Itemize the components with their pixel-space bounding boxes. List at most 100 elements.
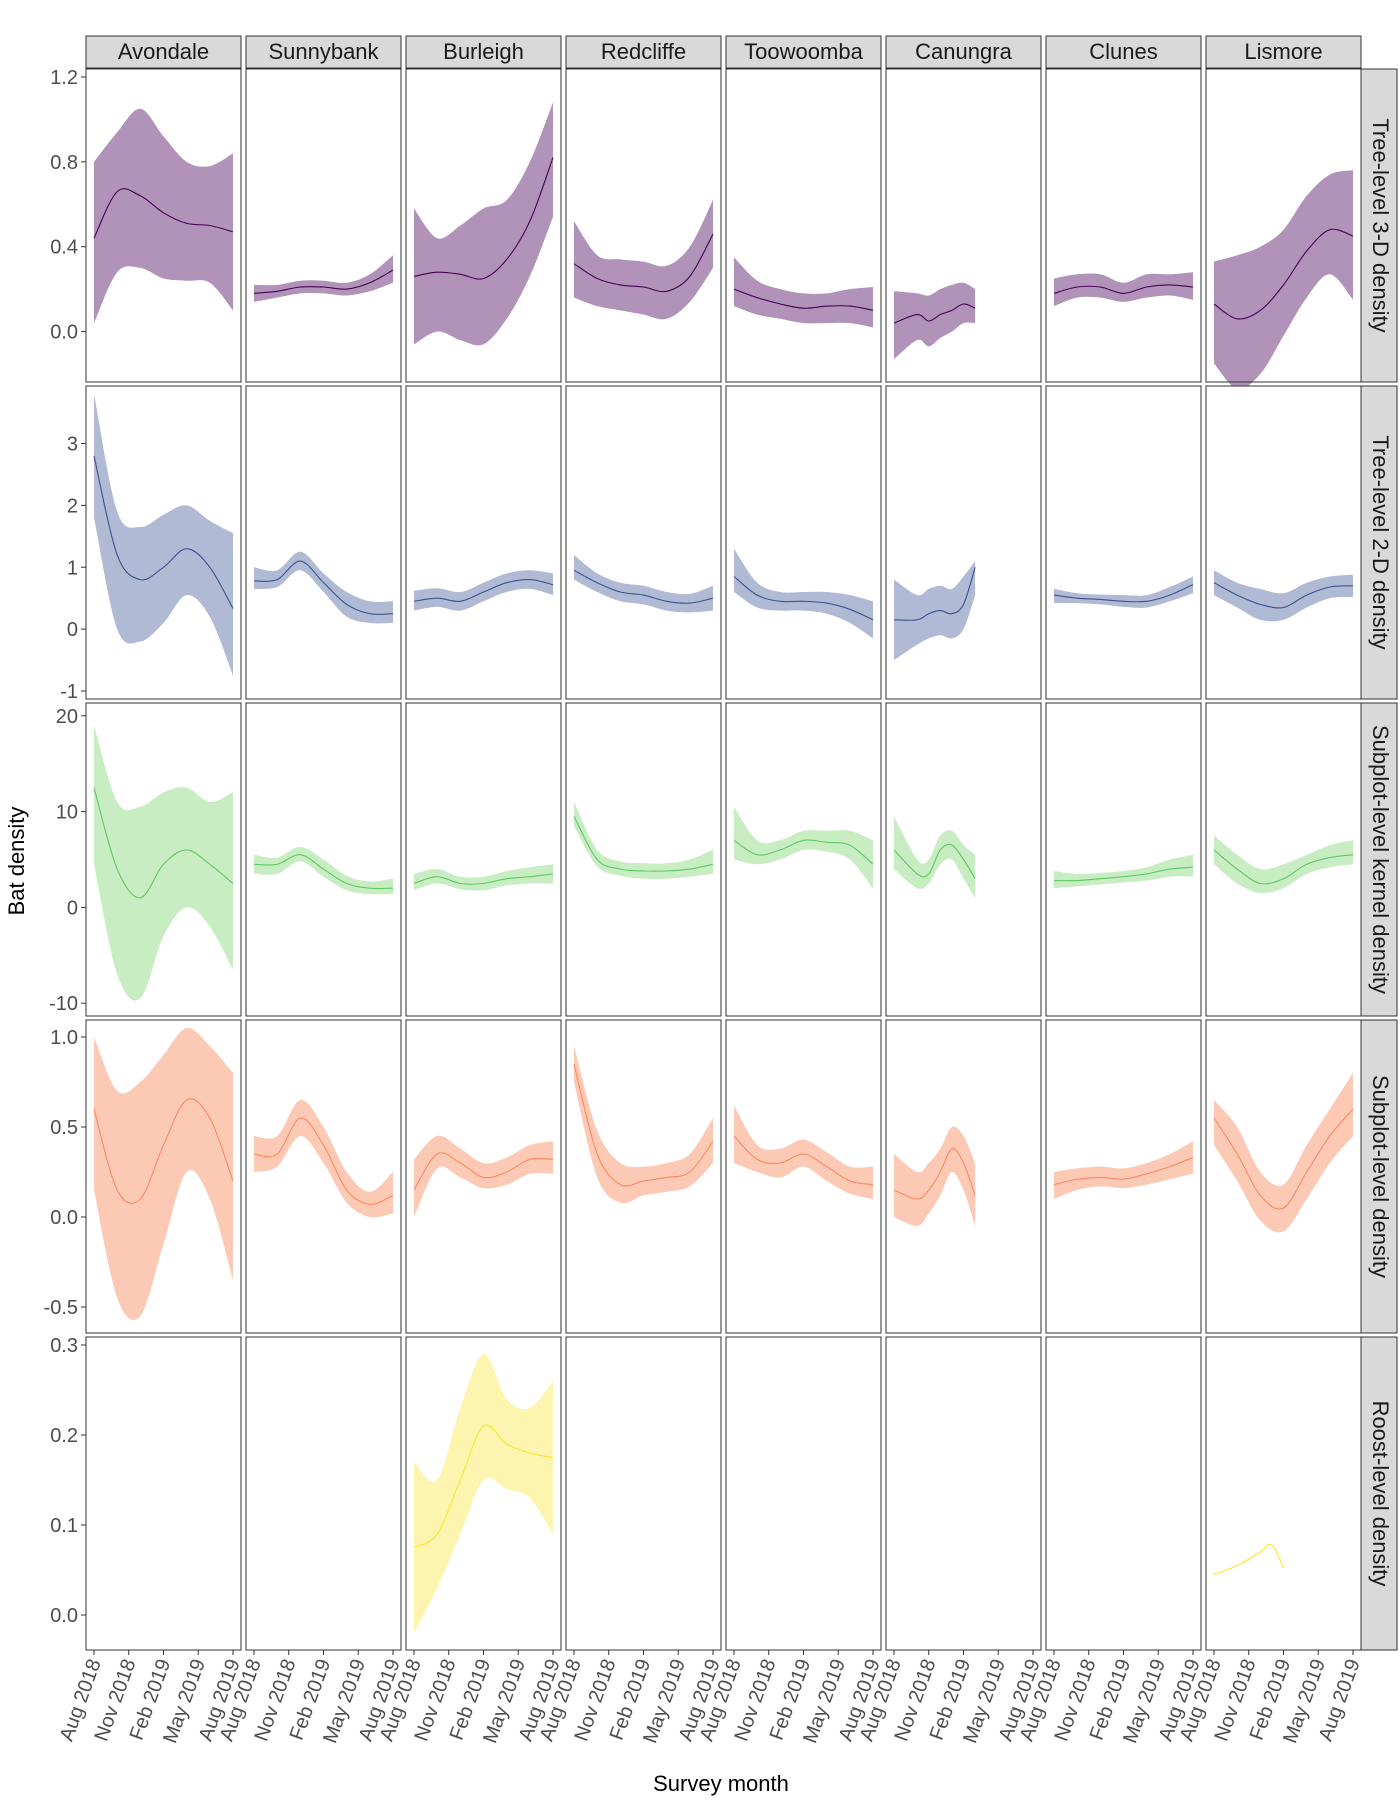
confidence-band [734,257,873,328]
panel-toowoomba-2 [733,806,874,889]
panel-border [405,385,562,700]
panel-lismore-0 [1213,170,1354,390]
facet-strip-4 [725,35,882,69]
y-tick-label: 3 [67,434,78,456]
panel-border [1045,1019,1202,1334]
panel-redcliffe-3 [573,1046,714,1204]
x-axis-title: Survey month [653,1771,789,1796]
panel-canungra-0 [893,282,976,360]
confidence-band [734,548,873,639]
confidence-band [894,282,976,360]
panel-bg [1046,386,1201,699]
panel-border [565,68,722,383]
panel-border [245,702,402,1017]
facet-strip-1 [245,35,402,69]
panel-border [565,1019,722,1334]
trend-line [573,816,714,872]
confidence-band [414,1135,553,1217]
panel-bg [1206,1020,1361,1333]
confidence-band [1214,835,1353,894]
y-tick-label: 1.2 [50,67,78,89]
panel-bg [566,386,721,699]
y-tick-label: 1 [67,557,78,579]
panel-toowoomba-0 [733,257,874,328]
confidence-band [894,561,976,661]
panel-bg [726,1337,881,1650]
confidence-band [574,200,713,320]
facet-label-lismore: Lismore [1244,39,1322,64]
panel-border [85,702,242,1017]
panel-sunnybank-1 [253,551,394,624]
panel-border [725,68,882,383]
trend-line [893,843,976,879]
confidence-band [254,255,393,302]
y-tick-label: 2 [67,495,78,517]
trend-line [893,1147,976,1200]
y-tick-label: -0.5 [44,1297,78,1319]
facet-label-burleigh: Burleigh [443,39,524,64]
panel-border [885,1019,1042,1334]
confidence-band [414,102,553,346]
panel-burleigh-1 [413,570,554,611]
confidence-band [1054,272,1193,307]
panel-border [565,385,722,700]
trend-line [1053,584,1194,603]
y-tick-label: 0.8 [50,152,78,174]
panel-canungra-1 [893,561,976,661]
panel-border [1205,702,1362,1017]
confidence-band [1054,576,1193,608]
row-label: Tree-level 2-D density [1368,435,1393,649]
confidence-band [894,1126,976,1227]
panel-clunes-1 [1053,576,1194,608]
y-tick-label: 0 [67,897,78,919]
row-label: Roost-level density [1368,1401,1393,1587]
panel-lismore-2 [1213,835,1354,894]
trend-line [573,569,714,604]
panel-clunes-0 [1053,272,1194,307]
panel-border [245,1019,402,1334]
row-label: Tree-level 3-D density [1368,118,1393,332]
panel-border [885,385,1042,700]
confidence-band [574,554,713,613]
row-strip-4 [1360,1336,1398,1651]
panel-border [405,702,562,1017]
row-strip-3 [1360,1019,1398,1334]
confidence-band [94,1027,233,1321]
panel-avondale-1 [93,394,234,676]
panel-burleigh-4 [413,1353,554,1633]
trend-line [893,567,976,621]
panel-border [245,68,402,383]
panel-border [1205,1019,1362,1334]
panel-bg [1206,386,1361,699]
trend-line [1213,582,1354,609]
facet-strip-5 [885,35,1042,69]
panel-avondale-2 [93,725,234,1001]
trend-line [253,854,394,890]
panel-border [565,702,722,1017]
panel-avondale-0 [93,108,234,324]
trend-line [733,576,874,621]
panel-border [725,1019,882,1334]
panel-bg [1206,1337,1361,1650]
confidence-band [414,864,553,891]
y-tick-label: 0.0 [50,1605,78,1627]
panel-lismore-3 [1213,1073,1354,1233]
panel-redcliffe-0 [573,200,714,320]
panel-border [1205,385,1362,700]
trend-line [253,1117,394,1205]
panel-bg [246,69,401,382]
y-tick-label: 0.4 [50,237,78,259]
facet-strip-6 [1045,35,1202,69]
facet-label-sunnybank: Sunnybank [268,39,379,64]
panel-burleigh-0 [413,102,554,346]
confidence-band [94,394,233,676]
panel-border [1045,702,1202,1017]
panel-border [725,702,882,1017]
panel-bg [1046,1337,1201,1650]
trend-line [413,1152,554,1191]
panel-border [885,702,1042,1017]
confidence-band [734,806,873,889]
panel-clunes-3 [1053,1141,1194,1199]
panel-sunnybank-3 [253,1099,394,1218]
panel-sunnybank-0 [253,255,394,302]
